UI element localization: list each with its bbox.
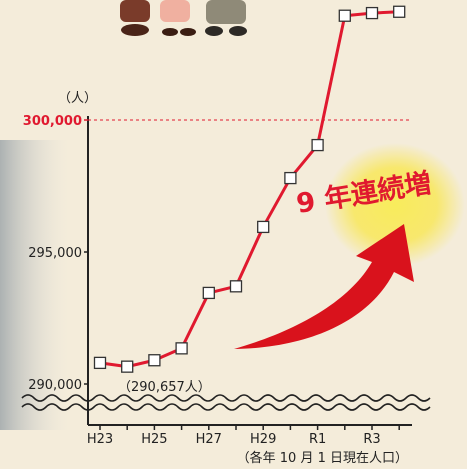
data-point-H26 xyxy=(175,342,188,355)
footnote: （各年 10 月 1 日現在人口） xyxy=(237,450,408,466)
data-point-R1 xyxy=(311,138,324,152)
family-illustration-icon xyxy=(120,0,247,36)
data-point-R2 xyxy=(338,9,351,22)
x-tick-label: R1 xyxy=(309,432,326,447)
data-point-H28 xyxy=(229,280,243,293)
callout-glow xyxy=(325,143,465,267)
data-point-H30 xyxy=(284,171,297,185)
data-point-H29 xyxy=(257,220,270,234)
axis-break-wave xyxy=(21,403,431,411)
background-photo xyxy=(0,140,70,430)
upward-arrow-icon xyxy=(234,224,414,349)
y-tick-label: 295,000 xyxy=(28,246,82,261)
x-tick-label: H27 xyxy=(196,432,222,447)
y-tick-label: 300,000 xyxy=(23,114,82,129)
data-point-R4 xyxy=(393,5,406,18)
data-point-H27 xyxy=(202,286,215,300)
min-value-annotation: （290,657人） xyxy=(118,380,211,395)
data-point-H24 xyxy=(121,360,134,373)
x-tick-label: H29 xyxy=(250,432,276,447)
data-point-R3 xyxy=(365,6,379,20)
data-point-H23 xyxy=(93,356,107,370)
x-tick-label: R3 xyxy=(363,432,380,447)
axis-break-wave xyxy=(21,394,431,402)
data-point-H25 xyxy=(148,354,161,367)
x-tick-label: H25 xyxy=(141,432,167,447)
x-tick-label: H23 xyxy=(87,432,113,447)
y-unit-label: （人） xyxy=(58,91,97,106)
y-tick-label: 290,000 xyxy=(28,378,82,393)
